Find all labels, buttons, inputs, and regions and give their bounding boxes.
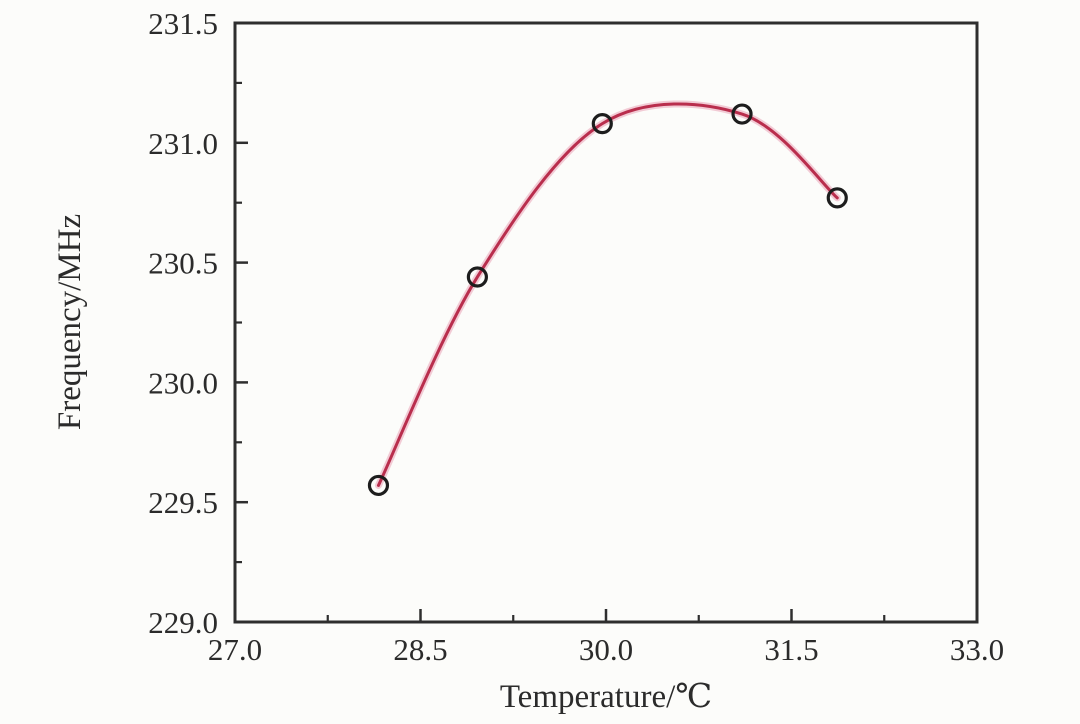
data-point-marker [367, 474, 390, 497]
y-tick-label: 231.5 [148, 6, 218, 41]
data-point-marker [731, 103, 753, 125]
x-tick-label: 28.5 [393, 632, 447, 667]
data-point-marker [826, 187, 848, 209]
x-tick-label: 31.5 [764, 632, 818, 667]
data-point-marker [591, 113, 613, 135]
fit-curve [376, 102, 839, 487]
y-tick-label: 229.5 [148, 485, 218, 520]
y-tick-label: 229.0 [148, 605, 218, 640]
x-tick-label: 27.0 [208, 632, 262, 667]
fit-curve-halo [374, 100, 841, 489]
y-tick-label: 230.5 [148, 246, 218, 281]
y-axis-title: Frequency/MHz [52, 214, 88, 430]
x-tick-label: 30.0 [579, 632, 633, 667]
y-tick-label: 231.0 [148, 126, 218, 161]
plot-border [233, 21, 979, 624]
x-axis-title: Temperature/℃ [500, 679, 712, 715]
x-tick-label: 33.0 [950, 632, 1004, 667]
data-point-marker [466, 266, 488, 288]
y-tick-label: 230.0 [148, 365, 218, 400]
plot-area: 27.0 28.5 30.0 31.5 33.0 229.0 229.5 230.0 230.5… [148, 6, 1004, 667]
